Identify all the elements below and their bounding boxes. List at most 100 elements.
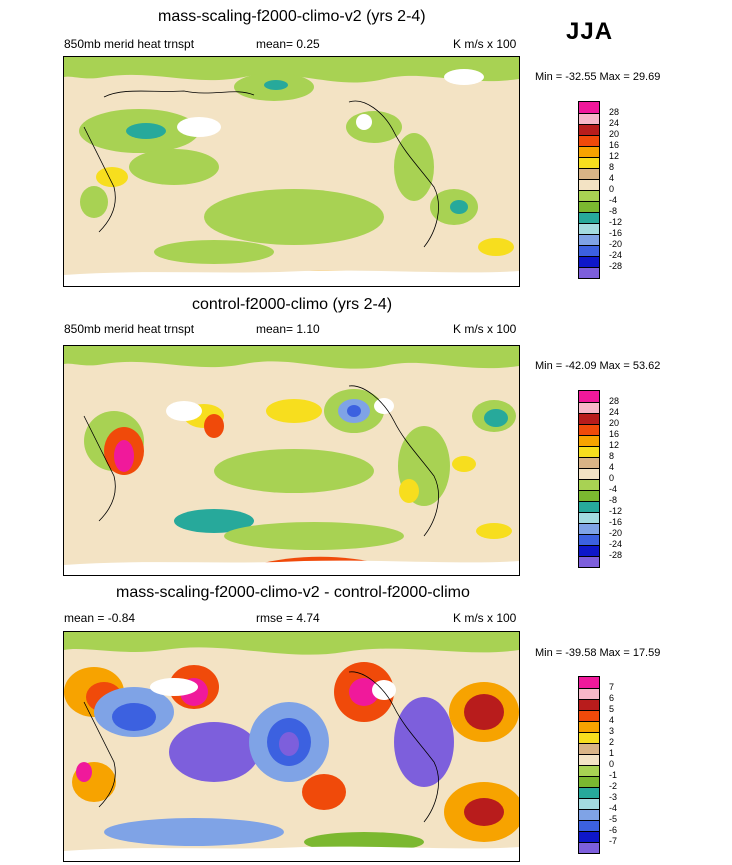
colorbar-2-tick: -24 [609, 539, 623, 549]
colorbar-1-box-m4 [579, 190, 599, 201]
colorbar-1-tick: -24 [609, 250, 623, 260]
colorbar-1-box-m28 [579, 256, 599, 267]
colorbar-1-box-20 [579, 124, 599, 135]
colorbar-1-tick: 0 [609, 184, 615, 194]
colorbar-2-box-m4 [579, 479, 599, 490]
colorbar-2-tick: -12 [609, 506, 623, 516]
colorbar-3-tick: -4 [609, 803, 618, 813]
colorbar-2-tick: -28 [609, 550, 623, 560]
colorbar-1-box-m32 [579, 267, 599, 278]
colorbar-1-tick: -20 [609, 239, 623, 249]
colorbar-3-tick: 7 [609, 682, 615, 692]
colorbar-1-box-16 [579, 135, 599, 146]
colorbar-3-tick: 0 [609, 759, 615, 769]
colorbar-2-box-m28 [579, 545, 599, 556]
colorbar-2-box-24 [579, 402, 599, 413]
colorbar-2-tick: 20 [609, 418, 620, 428]
colorbar-1-tick: 12 [609, 151, 620, 161]
panel-3-title: mass-scaling-f2000-climo-v2 - control-f2… [116, 584, 470, 601]
colorbar-1-tick: 20 [609, 129, 620, 139]
colorbar-2-box-28 [579, 391, 599, 402]
colorbar-3-tick: 4 [609, 715, 615, 725]
colorbar-1-tick: 24 [609, 118, 620, 128]
panel-2-minmax: Min = -42.09 Max = 53.62 [535, 360, 661, 372]
colorbar-2-tick: 4 [609, 462, 615, 472]
colorbar-3-box-m5 [579, 809, 599, 820]
colorbar-3-tick: 6 [609, 693, 615, 703]
colorbar-1-box-0 [579, 179, 599, 190]
colorbar-1-box-24 [579, 113, 599, 124]
colorbar-3-tick: -2 [609, 781, 618, 791]
colorbar-1-tick: -4 [609, 195, 618, 205]
colorbar-3-tick: 3 [609, 726, 615, 736]
colorbar-1-box-4 [579, 168, 599, 179]
panel-1-units: K m/s x 100 [453, 37, 517, 51]
colorbar-1-box-8 [579, 157, 599, 168]
panel-3-map [63, 631, 520, 862]
colorbar-1-box-m16 [579, 223, 599, 234]
colorbar-3-box-2 [579, 732, 599, 743]
colorbar-2-box-8 [579, 446, 599, 457]
colorbar-2-box-20 [579, 413, 599, 424]
colorbar-2-tick: 12 [609, 440, 620, 450]
colorbar-3-tick: -1 [609, 770, 618, 780]
panel-3-minmax: Min = -39.58 Max = 17.59 [535, 647, 661, 659]
panel-1-title: mass-scaling-f2000-climo-v2 (yrs 2-4) [158, 8, 426, 25]
season-label: JJA [566, 18, 614, 45]
colorbar-3-box-0 [579, 754, 599, 765]
panel-2-left-label: 850mb merid heat trnspt [64, 322, 195, 336]
colorbar-2-tick: 0 [609, 473, 615, 483]
panel-1-minmax: Min = -32.55 Max = 29.69 [535, 71, 661, 83]
colorbar-2-box-m24 [579, 534, 599, 545]
panel-1-left-label: 850mb merid heat trnspt [64, 37, 195, 51]
colorbar-2-box-16 [579, 424, 599, 435]
colorbar-2-tick: -4 [609, 484, 618, 494]
colorbar-2-tick: -20 [609, 528, 623, 538]
panel-2-contour-field [64, 346, 519, 575]
colorbar-1-box-12 [579, 146, 599, 157]
colorbar-1-box-28 [579, 102, 599, 113]
colorbar-1-box-m24 [579, 245, 599, 256]
panel-2-map [63, 345, 520, 576]
panel-3-colorbar [578, 676, 600, 854]
colorbar-1-tick: -8 [609, 206, 618, 216]
colorbar-2-box-m16 [579, 512, 599, 523]
colorbar-2-tick: 16 [609, 429, 620, 439]
colorbar-1-tick: 16 [609, 140, 620, 150]
panel-1-center-label: mean= 0.25 [256, 37, 320, 51]
colorbar-3-box-5 [579, 699, 599, 710]
colorbar-3-tick: -7 [609, 836, 618, 846]
colorbar-3-box-4 [579, 710, 599, 721]
colorbar-1-tick: -16 [609, 228, 623, 238]
panel-3-units: K m/s x 100 [453, 611, 517, 625]
colorbar-3-box-3 [579, 721, 599, 732]
panel-2-title: control-f2000-climo (yrs 2-4) [192, 296, 393, 313]
colorbar-3-tick: 1 [609, 748, 615, 758]
colorbar-3-box-6 [579, 688, 599, 699]
colorbar-2-tick: -16 [609, 517, 623, 527]
colorbar-2-tick: -8 [609, 495, 618, 505]
colorbar-3-tick: -6 [609, 825, 618, 835]
colorbar-1-tick: -28 [609, 261, 623, 271]
colorbar-3-box-m4 [579, 798, 599, 809]
panel-3-contour-field [64, 632, 519, 861]
colorbar-3-tick: 2 [609, 737, 615, 747]
colorbar-1-box-m12 [579, 212, 599, 223]
colorbar-3-box-7 [579, 677, 599, 688]
colorbar-1-box-m20 [579, 234, 599, 245]
panel-1-colorbar [578, 101, 600, 279]
colorbar-3-box-m7 [579, 831, 599, 842]
colorbar-3-tick: -3 [609, 792, 618, 802]
colorbar-3-box-m8 [579, 842, 599, 853]
panel-3-center-label: rmse = 4.74 [256, 611, 320, 625]
colorbar-2-box-4 [579, 457, 599, 468]
colorbar-3-tick: 5 [609, 704, 615, 714]
colorbar-2-tick: 28 [609, 396, 620, 406]
panel-2-colorbar [578, 390, 600, 568]
colorbar-3-box-m1 [579, 765, 599, 776]
colorbar-1-tick: -12 [609, 217, 623, 227]
colorbar-1-tick: 8 [609, 162, 615, 172]
colorbar-2-box-m8 [579, 490, 599, 501]
colorbar-3-tick: -5 [609, 814, 618, 824]
panel-1-map [63, 56, 520, 287]
